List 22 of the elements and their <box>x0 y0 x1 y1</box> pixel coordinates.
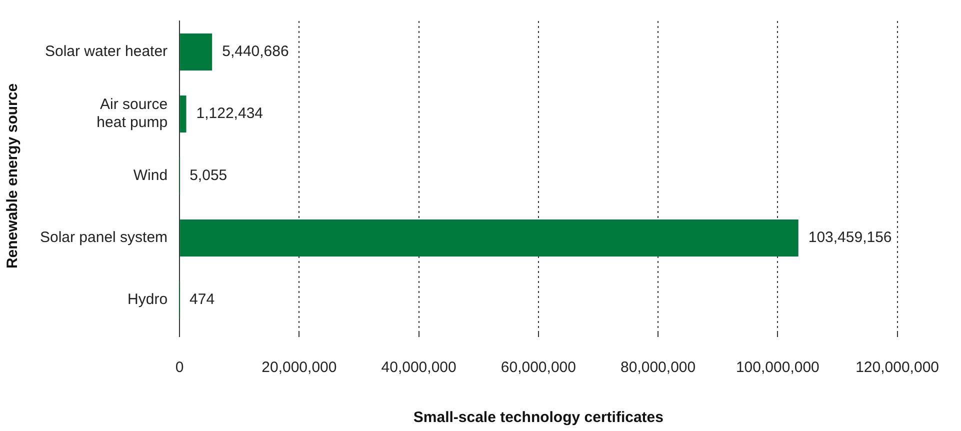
x-tick-label: 60,000,000 <box>500 359 576 376</box>
y-tick-label: Solar panel system <box>40 229 168 246</box>
x-tick-label: 20,000,000 <box>262 359 337 376</box>
data-label: 5,440,686 <box>222 43 289 60</box>
y-tick-label: Solar water heater <box>44 43 168 60</box>
y-tick-label: Air source heat pump <box>96 96 168 132</box>
y-axis-title: Renewable energy source <box>4 83 22 269</box>
x-tick-label: 80,000,000 <box>620 359 696 376</box>
y-tick-label: Hydro <box>128 291 168 308</box>
y-tick-label: Wind <box>133 167 168 184</box>
data-label: 474 <box>190 291 215 308</box>
data-label: 1,122,434 <box>196 105 264 122</box>
bar <box>180 220 798 256</box>
x-tick-label: 40,000,000 <box>381 359 456 376</box>
data-label: 5,055 <box>190 167 228 184</box>
x-tick-label: 0 <box>175 359 184 376</box>
x-tick-label: 100,000,000 <box>736 359 820 376</box>
x-axis-title: Small-scale technology certificates <box>413 409 664 426</box>
x-tick-label: 120,000,000 <box>856 359 940 376</box>
bar <box>180 34 212 70</box>
bar <box>180 96 186 132</box>
data-label: 103,459,156 <box>808 229 892 246</box>
